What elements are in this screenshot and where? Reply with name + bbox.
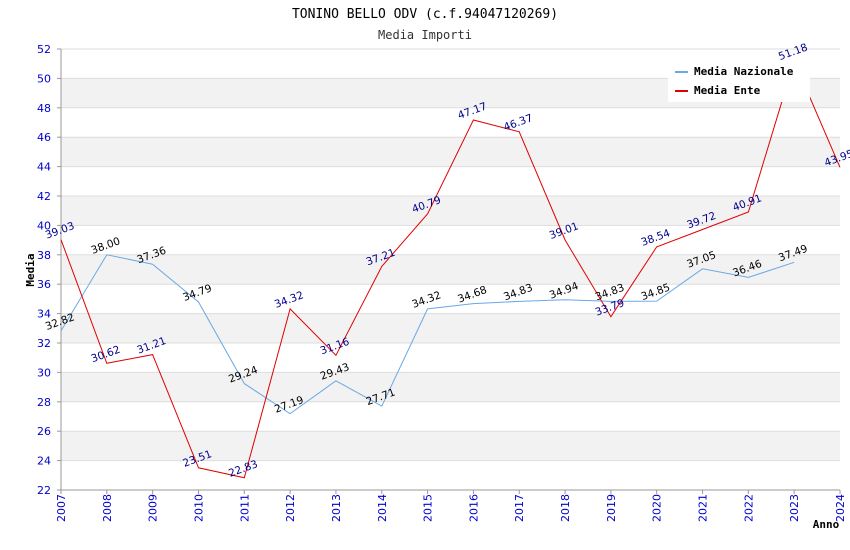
grid-band xyxy=(61,431,840,461)
x-tick-label: 2012 xyxy=(284,494,297,522)
series-lines xyxy=(60,59,841,479)
y-tick-label: 50 xyxy=(37,72,51,85)
y-tick-label: 26 xyxy=(37,425,51,438)
x-tick-label: 2011 xyxy=(238,494,251,522)
x-tick-label: 2018 xyxy=(559,494,572,522)
chart-subtitle: Media Importi xyxy=(378,28,472,42)
y-tick-label: 42 xyxy=(37,190,51,203)
y-tick-label: 32 xyxy=(37,337,51,350)
legend: Media Nazionale Media Ente xyxy=(668,60,810,102)
y-axis-label: Media xyxy=(24,253,37,286)
x-tick-label: 2023 xyxy=(788,494,801,522)
x-tick-label: 2022 xyxy=(742,494,755,522)
x-tick-label: 2007 xyxy=(55,494,68,522)
y-tick-label: 28 xyxy=(37,396,51,409)
grid-band xyxy=(61,196,840,226)
data-label-ente: 34.32 xyxy=(273,289,305,311)
x-tick-labels: 2007 2008 2009 2010 2011 2012 2013 2014 2015 2016… xyxy=(55,494,847,522)
y-tick-label: 52 xyxy=(37,43,51,56)
y-tick-label: 30 xyxy=(37,366,51,379)
x-tick-label: 2017 xyxy=(513,494,526,522)
series-line-media-ente xyxy=(60,59,841,479)
x-tick-label: 2013 xyxy=(330,494,343,522)
grid-lines xyxy=(61,48,840,491)
data-label-ente: 46.37 xyxy=(502,112,534,134)
y-tick-label: 40 xyxy=(37,219,51,232)
x-tick-label: 2009 xyxy=(147,494,160,522)
x-tick-label: 2016 xyxy=(467,494,480,522)
x-tick-label: 2019 xyxy=(605,494,618,522)
x-tick-label: 2014 xyxy=(376,494,389,522)
data-label-ente: 51.18 xyxy=(777,41,809,63)
y-tick-label: 36 xyxy=(37,278,51,291)
axes xyxy=(57,48,841,494)
y-tick-label: 34 xyxy=(37,308,51,321)
grid-band xyxy=(61,254,840,285)
y-tick-label: 22 xyxy=(37,484,51,497)
y-tick-label: 38 xyxy=(37,249,51,262)
legend-label-nazionale: Media Nazionale xyxy=(694,65,794,78)
data-label-nazionale: 34.83 xyxy=(502,282,534,304)
grid-band xyxy=(61,313,840,343)
x-tick-label: 2021 xyxy=(697,494,710,522)
grid-bands xyxy=(61,78,840,461)
series-line-media-nazionale xyxy=(60,254,795,415)
x-tick-label: 2010 xyxy=(192,494,205,522)
data-label-nazionale: 34.68 xyxy=(456,284,488,306)
grid-band xyxy=(61,137,840,167)
legend-box xyxy=(668,60,810,102)
y-tick-label: 48 xyxy=(37,102,51,115)
chart-title: TONINO BELLO ODV (c.f.94047120269) xyxy=(292,7,558,22)
data-label-nazionale: 34.85 xyxy=(640,282,672,304)
grid-band xyxy=(61,372,840,402)
x-tick-label: 2015 xyxy=(422,494,435,522)
legend-label-ente: Media Ente xyxy=(694,84,761,97)
data-label-ente: 22.83 xyxy=(227,458,259,480)
x-axis-label: Anno xyxy=(813,518,840,531)
y-tick-label: 24 xyxy=(37,455,51,468)
y-tick-label: 44 xyxy=(37,161,51,174)
x-tick-label: 2020 xyxy=(651,494,664,522)
data-label-ente: 38.54 xyxy=(640,227,673,249)
data-label-nazionale: 38.00 xyxy=(90,235,122,257)
y-tick-labels: 22 24 26 28 30 32 34 36 38 40 42 44 46 48 50 52 xyxy=(37,43,51,497)
x-tick-label: 2008 xyxy=(101,494,114,522)
y-tick-label: 46 xyxy=(37,131,51,144)
x-tick-label: 2024 xyxy=(834,494,847,522)
